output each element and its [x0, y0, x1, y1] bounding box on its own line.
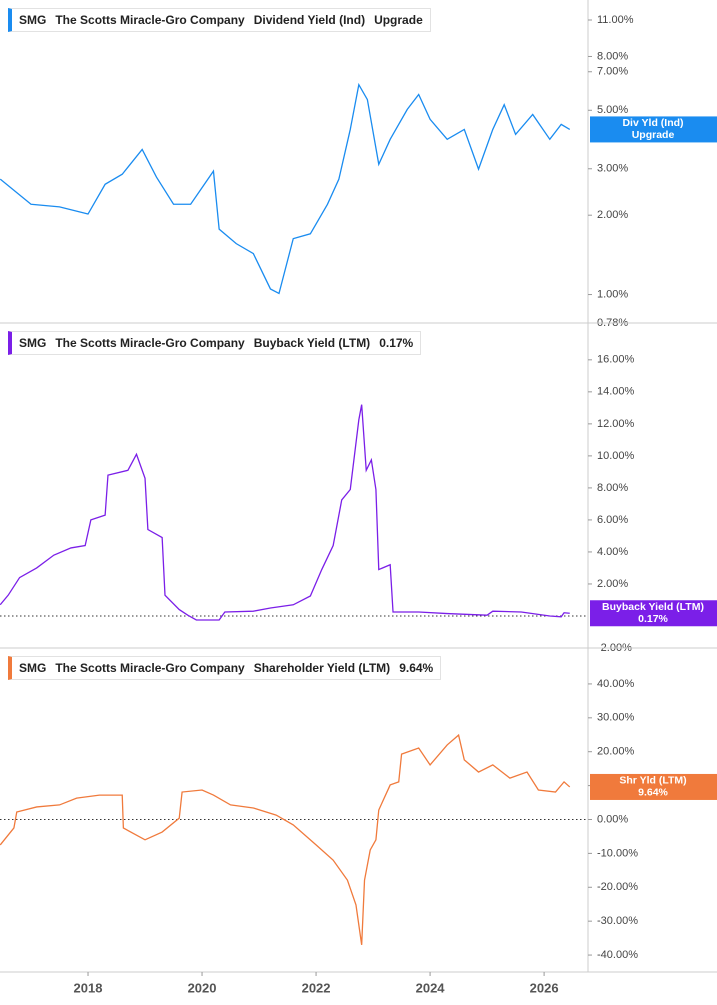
legend: SMG The Scotts Miracle-Gro Company Buyback…	[8, 331, 422, 355]
value-badge	[590, 116, 717, 143]
legend-company: The Scotts Miracle-Gro Company	[55, 661, 245, 675]
series-line	[0, 404, 570, 621]
x-tick-label: 2018	[74, 980, 103, 995]
badge-value: Upgrade	[632, 129, 675, 141]
y-tick-label: 7.00%	[597, 66, 628, 78]
y-tick-label: 4.00%	[597, 546, 628, 558]
y-tick-label: -40.00%	[597, 949, 638, 961]
legend-series: Dividend Yield (Ind)	[253, 13, 366, 27]
y-tick-label: 10.00%	[597, 450, 635, 462]
legend-value: 9.64%	[399, 661, 434, 675]
y-tick-label: 1.00%	[597, 288, 628, 300]
badge-label: Buyback Yield (LTM)	[602, 601, 704, 613]
y-tick-label: 8.00%	[597, 50, 628, 62]
legend: SMG The Scotts Miracle-Gro Company Dividen…	[8, 8, 431, 32]
x-tick-label: 2026	[530, 980, 559, 995]
y-tick-label: -20.00%	[597, 881, 638, 893]
badge-label: Shr Yld (LTM)	[619, 775, 686, 787]
y-tick-label: 8.00%	[597, 482, 628, 494]
y-tick-label: -10.00%	[597, 847, 638, 859]
badge-label: Div Yld (Ind)	[622, 117, 683, 129]
legend-ticker: SMG	[19, 661, 47, 675]
y-tick-label: 14.00%	[597, 386, 635, 398]
series-line	[0, 82, 571, 295]
legend-series: Shareholder Yield (LTM)	[253, 661, 391, 675]
y-tick-label: 0.00%	[597, 813, 628, 825]
x-tick-label: 2022	[302, 980, 331, 995]
legend-ticker: SMG	[19, 13, 47, 27]
series-line	[0, 733, 571, 945]
y-tick-label: 20.00%	[597, 746, 635, 758]
y-tick-label: -30.00%	[597, 915, 638, 927]
y-tick-label: 30.00%	[597, 712, 635, 724]
value-badge	[590, 600, 717, 627]
y-tick-label: 11.00%	[597, 14, 634, 26]
y-tick-label: 2.00%	[597, 209, 628, 221]
legend-value: Upgrade	[374, 13, 423, 27]
y-tick-label: 6.00%	[597, 514, 628, 526]
value-badge	[590, 773, 717, 800]
badge-value: 9.64%	[638, 787, 668, 799]
y-tick-label: 40.00%	[597, 678, 635, 690]
y-tick-label: 16.00%	[597, 354, 635, 366]
y-tick-label: 2.00%	[597, 578, 628, 590]
badge-value: 0.17%	[638, 613, 668, 625]
x-tick-label: 2020	[188, 980, 217, 995]
legend: SMG The Scotts Miracle-Gro Company Shareho…	[8, 656, 442, 680]
y-tick-label: 3.00%	[597, 163, 628, 175]
legend-company: The Scotts Miracle-Gro Company	[55, 336, 245, 350]
legend-series: Buyback Yield (LTM)	[253, 336, 371, 350]
y-tick-label: 12.00%	[597, 418, 635, 430]
legend-company: The Scotts Miracle-Gro Company	[55, 13, 245, 27]
legend-value: 0.17%	[379, 336, 414, 350]
x-tick-label: 2024	[416, 980, 446, 995]
y-tick-label: 5.00%	[597, 104, 628, 116]
legend-ticker: SMG	[19, 336, 47, 350]
